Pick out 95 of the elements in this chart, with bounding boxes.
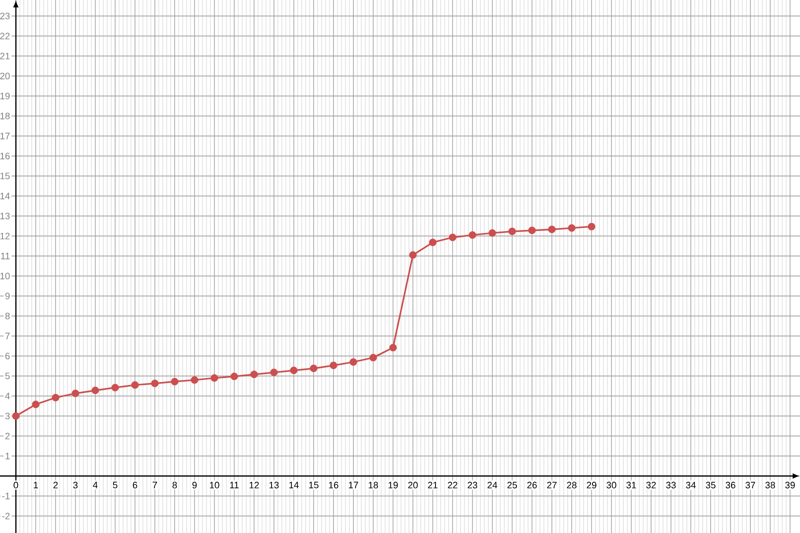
point bbox=[350, 358, 358, 366]
point bbox=[409, 251, 417, 259]
point bbox=[230, 372, 238, 380]
point bbox=[151, 380, 159, 388]
point bbox=[448, 234, 456, 242]
point bbox=[12, 412, 20, 420]
point bbox=[429, 238, 436, 246]
x-tick-label: 26 bbox=[527, 482, 537, 488]
x-tick-label: 9 bbox=[192, 482, 197, 488]
point bbox=[131, 381, 139, 389]
point bbox=[52, 394, 60, 402]
y-tick-label: 21 bbox=[0, 52, 10, 60]
y-tick-label: 22 bbox=[0, 32, 10, 40]
y-tick-label: 13 bbox=[0, 212, 10, 220]
x-tick-label: 19 bbox=[388, 482, 398, 488]
point bbox=[588, 222, 596, 230]
x-tick-label: 39 bbox=[785, 482, 795, 488]
point bbox=[72, 390, 80, 398]
y-tick-label: 6 bbox=[5, 352, 10, 360]
point bbox=[170, 378, 178, 386]
y-tick-label: 9 bbox=[5, 292, 10, 300]
point bbox=[468, 231, 476, 239]
point bbox=[111, 384, 119, 392]
x-tick-label: 2 bbox=[53, 482, 58, 488]
x-tick-label: 28 bbox=[566, 482, 577, 488]
y-tick-label: 5 bbox=[5, 372, 10, 380]
x-tick-label: 38 bbox=[765, 482, 776, 488]
point bbox=[389, 344, 397, 352]
y-tick-label: 11 bbox=[1, 252, 10, 260]
y-tick-label: -1 bbox=[2, 492, 10, 500]
x-tick-label: 5 bbox=[112, 482, 118, 488]
x-tick-label: 0 bbox=[14, 482, 18, 488]
x-tick-label: 8 bbox=[172, 482, 177, 488]
y-tick-label: 2 bbox=[5, 432, 10, 440]
x-tick-label: 7 bbox=[152, 482, 157, 488]
x-tick-label: 35 bbox=[706, 482, 716, 488]
x-tick-label: 14 bbox=[289, 482, 299, 488]
y-tick-label: 1 bbox=[6, 452, 10, 460]
y-tick-label: 7 bbox=[5, 332, 10, 340]
y-tick-label: 3 bbox=[5, 412, 10, 420]
y-tick-label: 15 bbox=[0, 172, 10, 180]
x-tick-label: 29 bbox=[586, 482, 596, 488]
point bbox=[250, 370, 258, 378]
x-tick-label: 24 bbox=[488, 482, 498, 488]
y-tick-label: 19 bbox=[0, 92, 10, 100]
x-tick-label: 11 bbox=[230, 482, 239, 488]
x-tick-label: 30 bbox=[606, 482, 616, 488]
point bbox=[548, 226, 556, 234]
y-tick-label: 18 bbox=[0, 112, 10, 120]
x-tick-label: 10 bbox=[210, 482, 220, 488]
point bbox=[210, 374, 218, 382]
y-tick-label: 4 bbox=[5, 392, 10, 400]
x-tick-label: 31 bbox=[626, 482, 636, 488]
y-tick-label: 10 bbox=[0, 272, 10, 280]
x-tick-label: 16 bbox=[329, 482, 338, 488]
point bbox=[92, 386, 100, 394]
y-tick-label: 17 bbox=[0, 132, 10, 140]
x-tick-label: 12 bbox=[250, 482, 259, 488]
x-tick-label: 36 bbox=[726, 482, 736, 488]
point bbox=[568, 224, 576, 232]
point bbox=[508, 228, 516, 236]
x-tick-label: 37 bbox=[746, 482, 756, 488]
x-tick-label: 17 bbox=[348, 482, 358, 488]
x-tick-label: 1 bbox=[34, 482, 38, 488]
x-tick-label: 22 bbox=[448, 482, 458, 488]
x-tick-label: 25 bbox=[507, 482, 517, 488]
x-tick-label: 34 bbox=[686, 482, 696, 488]
y-tick-label: 20 bbox=[0, 72, 10, 80]
point bbox=[32, 400, 40, 408]
point bbox=[310, 364, 318, 372]
y-tick-label: 14 bbox=[0, 192, 10, 200]
x-tick-label: 27 bbox=[547, 482, 557, 488]
x-tick-label: 23 bbox=[468, 482, 478, 488]
y-tick-label: 12 bbox=[0, 232, 10, 240]
y-tick-label: -2 bbox=[2, 512, 10, 520]
point bbox=[528, 226, 536, 234]
y-tick-label: 16 bbox=[0, 152, 10, 160]
point bbox=[270, 368, 278, 376]
point bbox=[190, 376, 198, 384]
x-tick-label: 20 bbox=[408, 482, 418, 488]
x-tick-label: 32 bbox=[646, 482, 656, 488]
y-tick-label: 8 bbox=[5, 312, 10, 320]
point bbox=[330, 362, 338, 370]
point bbox=[369, 354, 377, 362]
point bbox=[290, 366, 298, 374]
x-tick-label: 21 bbox=[428, 482, 438, 488]
x-tick-label: 18 bbox=[368, 482, 378, 488]
x-tick-label: 13 bbox=[269, 482, 279, 488]
y-tick-label: 23 bbox=[0, 12, 10, 20]
x-tick-label: 3 bbox=[73, 482, 78, 488]
x-tick-label: 33 bbox=[666, 482, 676, 488]
x-tick-label: 15 bbox=[309, 482, 318, 488]
point bbox=[488, 229, 496, 237]
x-tick-label: 6 bbox=[132, 482, 138, 488]
x-tick-label: 4 bbox=[92, 482, 98, 488]
